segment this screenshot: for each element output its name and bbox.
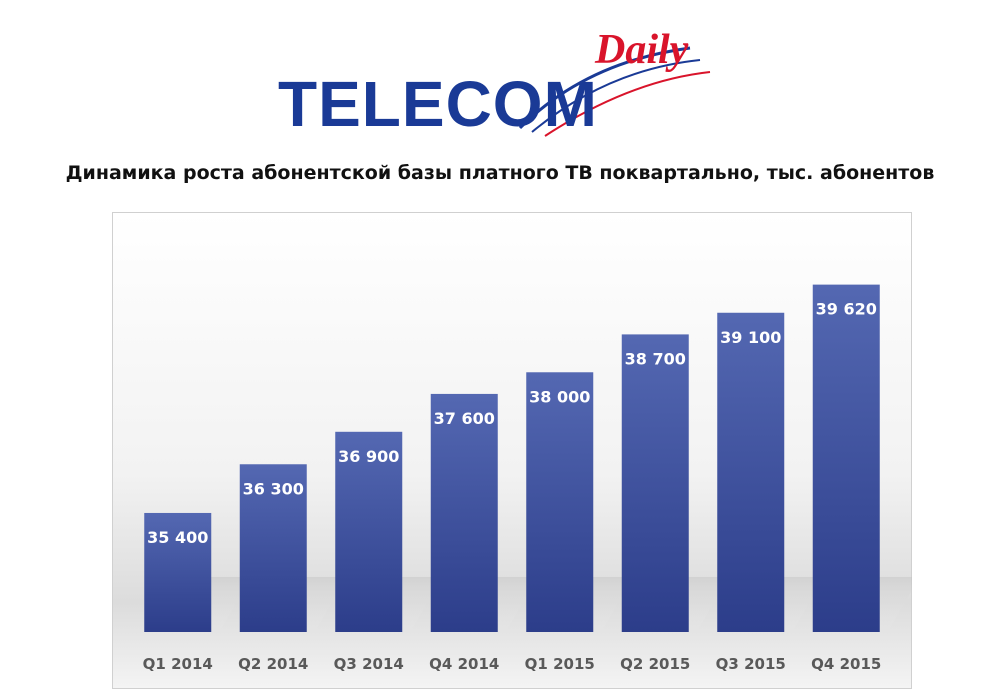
data-label: 36 900	[338, 447, 399, 466]
data-label: 35 400	[147, 528, 208, 547]
x-tick-label: Q1 2014	[143, 655, 213, 673]
chart-title: Динамика роста абонентской базы платного…	[65, 162, 935, 184]
telecom-daily-logo: TELECOM Daily	[270, 8, 740, 143]
x-tick-label: Q4 2015	[811, 655, 881, 673]
x-tick-label: Q3 2014	[334, 655, 404, 673]
bar-q3-2014	[335, 431, 403, 632]
data-label: 39 620	[816, 300, 877, 319]
logo-brand-text: TELECOM	[278, 68, 598, 140]
x-tick-label: Q3 2015	[716, 655, 786, 673]
logo-script-text: Daily	[594, 27, 689, 73]
bar-q3-2015	[717, 312, 785, 632]
chart-area: 35 400 36 300 36 900 37 600 38 000 38 700 39 1…	[112, 212, 912, 689]
bar-q1-2014	[144, 512, 212, 632]
bar-q2-2015	[621, 334, 689, 632]
data-label: 37 600	[434, 409, 495, 428]
x-tick-label: Q1 2015	[525, 655, 595, 673]
x-tick-label: Q2 2015	[620, 655, 690, 673]
bar-chart: 35 400 36 300 36 900 37 600 38 000 38 700 39 1…	[112, 212, 912, 689]
data-label: 38 700	[625, 349, 686, 368]
x-tick-label: Q2 2014	[238, 655, 308, 673]
bar-q4-2015	[812, 284, 880, 632]
data-label: 36 300	[243, 479, 304, 498]
bar-q1-2015	[526, 372, 594, 632]
data-label: 38 000	[529, 387, 590, 406]
x-tick-label: Q4 2014	[429, 655, 499, 673]
bar-q2-2014	[239, 464, 307, 632]
data-label: 39 100	[720, 328, 781, 347]
bar-q4-2014	[430, 393, 498, 632]
